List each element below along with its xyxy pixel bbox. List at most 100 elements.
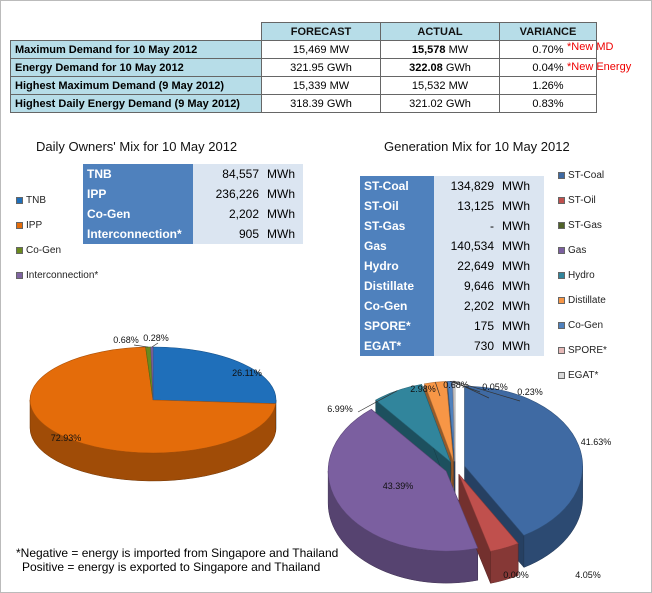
legend-label: Hydro [568,270,595,281]
legend-swatch [558,222,565,229]
footer-line-2: Positive = energy is exported to Singapo… [22,560,321,574]
header-forecast: FORECAST [261,22,381,41]
forecast-unit: GWh [326,97,352,110]
gen-slice-gas [327,408,479,552]
box-value: 13,125 [434,196,498,216]
box-unit: MWh [498,256,544,276]
row-label: Energy Demand for 10 May 2012 [10,58,262,77]
owners-leader-line [151,342,159,348]
legend-label: EGAT* [568,370,599,381]
gen-leader-line [453,380,521,402]
owners-data-box: TNB 84,557 MWh IPP 236,226 MWh Co-Gen 2,202 MW… [83,164,303,244]
table-row: Highest Maximum Demand (9 May 2012) 15,3… [10,76,597,95]
box-value: 9,646 [434,276,498,296]
gen-data-label: 41.63% [581,437,612,447]
legend-item: Co-Gen [16,238,98,263]
list-item: Gas 140,534 MWh [360,236,544,256]
list-item: IPP 236,226 MWh [83,184,303,204]
owners-pie: 26.11% 72.93% 0.68% 0.28% [29,333,277,482]
box-value: 84,557 [193,164,263,184]
box-unit: MWh [498,176,544,196]
forecast-unit: MW [329,79,350,92]
gen-leader-line [435,382,441,397]
box-unit: MWh [498,216,544,236]
list-item: ST-Oil 13,125 MWh [360,196,544,216]
list-item: ST-Coal 134,829 MWh [360,176,544,196]
actual-value: 322.08 [409,61,443,74]
gen-pie: 41.63% 4.05% 0.00% 43.39% 6.99% 2.98% 0.68% 0.0… [327,380,612,584]
variance-cell: 0.70% [499,40,597,59]
gen-data-label: 43.39% [383,481,414,491]
box-key: Co-Gen [83,204,193,224]
actual-unit: GWh [445,61,471,74]
table-row: Maximum Demand for 10 May 2012 15,469 MW… [10,40,597,59]
new-md-note: *New MD [567,41,614,53]
forecast-unit: GWh [326,61,352,74]
box-unit: MWh [498,236,544,256]
list-item: SPORE* 175 MWh [360,316,544,336]
owners-slice-tnb [152,346,277,405]
box-key: Gas [360,236,434,256]
gen-data-label: 0.68% [443,380,469,390]
owners-data-label: 72.93% [51,433,82,443]
legend-item: Gas [558,238,607,263]
box-value: 134,829 [434,176,498,196]
list-item: Interconnection* 905 MWh [83,224,303,244]
gen-leader-line [452,380,490,399]
footer-line-1: *Negative = energy is imported from Sing… [16,546,339,560]
box-key: Co-Gen [360,296,434,316]
new-energy-note: *New Energy [567,61,632,73]
owners-slice-interconnection [150,346,154,401]
summary-table: FORECAST ACTUAL VARIANCE Maximum Demand … [10,22,597,113]
list-item: Distillate 9,646 MWh [360,276,544,296]
legend-label: TNB [26,195,46,206]
box-value: 175 [434,316,498,336]
actual-cell: 15,532 MW [380,76,500,95]
legend-swatch [16,197,23,204]
box-key: ST-Coal [360,176,434,196]
owners-slice-ipp [29,346,277,454]
legend-label: ST-Oil [568,195,596,206]
box-key: Interconnection* [83,224,193,244]
legend-swatch [558,197,565,204]
box-unit: MWh [263,184,303,204]
row-label: Maximum Demand for 10 May 2012 [10,40,262,59]
legend-label: ST-Gas [568,220,602,231]
legend-swatch [558,372,565,379]
legend-swatch [558,272,565,279]
box-key: ST-Gas [360,216,434,236]
actual-value: 15,532 [411,79,446,92]
gen-data-label: 2.98% [410,384,436,394]
legend-item: TNB [16,188,98,213]
gen-data-label: 4.05% [575,570,601,580]
box-unit: MWh [498,316,544,336]
forecast-cell: 321.95 GWh [261,58,381,77]
legend-swatch [558,172,565,179]
box-unit: MWh [263,204,303,224]
gen-leader-line [357,390,398,413]
box-value: 236,226 [193,184,263,204]
legend-swatch [16,272,23,279]
row-label: Highest Daily Energy Demand (9 May 2012) [10,94,262,113]
box-value: 730 [434,336,498,356]
table-row: Highest Daily Energy Demand (9 May 2012)… [10,94,597,113]
gen-slice-stcoal [464,385,583,536]
box-key: IPP [83,184,193,204]
legend-swatch [558,347,565,354]
legend-item: ST-Coal [558,163,607,188]
legend-label: Co-Gen [568,320,604,331]
list-item: Hydro 22,649 MWh [360,256,544,276]
legend-item: EGAT* [558,363,607,388]
actual-cell: 321.02 GWh [380,94,500,113]
legend-label: Interconnection* [26,270,99,281]
box-unit: MWh [498,276,544,296]
list-item: Co-Gen 2,202 MWh [83,204,303,224]
box-unit: MWh [263,224,303,244]
gen-data-label: 0.05% [482,382,508,392]
owners-data-label: 0.28% [143,333,169,343]
box-value: 905 [193,224,263,244]
box-value: 2,202 [434,296,498,316]
owners-legend: TNB IPP Co-Gen Interconnection* [16,188,98,288]
forecast-cell: 15,339 MW [261,76,381,95]
variance-cell: 0.83% [499,94,597,113]
